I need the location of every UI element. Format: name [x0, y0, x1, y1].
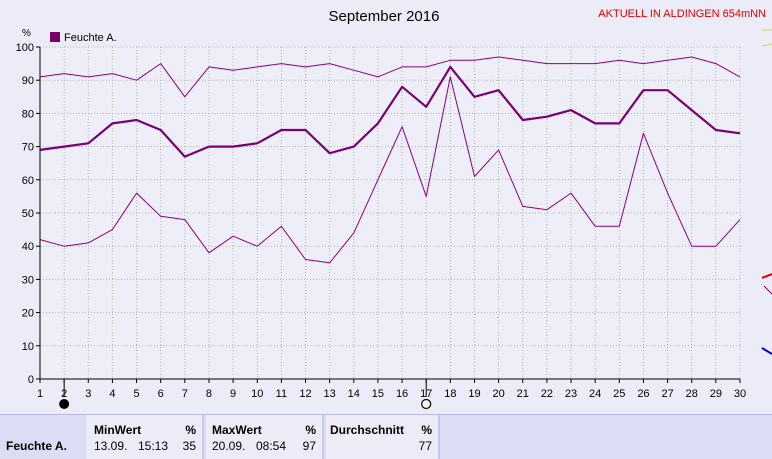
- y-tick-label: 30: [22, 274, 34, 286]
- max-date: 20.09.: [212, 439, 246, 453]
- max-unit: %: [305, 423, 316, 437]
- y-tick-label: 10: [22, 341, 34, 353]
- min-time: 15:13: [138, 439, 169, 453]
- x-tick-label: 6: [158, 388, 164, 400]
- x-tick-label: 19: [468, 388, 480, 400]
- y-tick-label: 80: [22, 108, 34, 120]
- stats-row-label: Feuchte A.: [6, 439, 67, 453]
- x-tick-label: 30: [734, 388, 746, 400]
- x-tick-label: 10: [251, 388, 263, 400]
- x-tick-label: 24: [589, 388, 601, 400]
- new-moon-icon: [59, 399, 70, 409]
- x-tick-label: 20: [492, 388, 504, 400]
- min-value-cell: MinWert % 13.09. 15:13 35: [86, 415, 204, 459]
- min-date: 13.09.: [94, 439, 128, 453]
- series-lines: [39, 56, 741, 264]
- x-tick-label: 13: [324, 388, 336, 400]
- y-tick-label: 40: [22, 241, 34, 253]
- legend-swatch: [50, 32, 60, 42]
- x-tick-label: 21: [517, 388, 529, 400]
- right-panel-fragment: [761, 43, 772, 47]
- x-tick-label: 14: [348, 388, 360, 400]
- average-value-cell: Durchschnitt % 77: [326, 415, 440, 459]
- series-line-max: [39, 56, 741, 98]
- x-tick-label: 28: [686, 388, 698, 400]
- min-value: 35: [182, 439, 196, 453]
- x-tick-label: 8: [206, 388, 212, 400]
- y-tick-label: 50: [22, 208, 34, 220]
- x-tick-label: 22: [541, 388, 553, 400]
- max-value: 97: [302, 439, 316, 453]
- x-tick-label: 16: [396, 388, 408, 400]
- average-value: 77: [418, 439, 432, 453]
- right-panel-fragment: [761, 273, 772, 279]
- x-tick-label: 12: [299, 388, 311, 400]
- series-line-min: [39, 76, 741, 264]
- grid: [40, 46, 741, 379]
- x-tick-label: 4: [109, 388, 115, 400]
- station-label: AKTUELL IN ALDINGEN 654mNN: [598, 8, 766, 20]
- x-tick-label: 27: [661, 388, 673, 400]
- right-panel-fragment: [763, 285, 772, 295]
- x-tick-label: 11: [276, 388, 287, 400]
- moon-markers: [59, 379, 432, 410]
- x-tick-labels: 1234567891011121314151617181920212223242…: [37, 379, 746, 400]
- x-tick-label: 18: [444, 388, 456, 400]
- x-tick-label: 25: [613, 388, 625, 400]
- y-tick-label: 70: [22, 142, 34, 154]
- x-tick-label: 26: [637, 388, 649, 400]
- y-axis-unit: %: [22, 28, 31, 39]
- legend-label: Feuchte A.: [64, 32, 117, 44]
- right-panel-fragment: [761, 347, 772, 355]
- average-unit: %: [421, 423, 432, 437]
- x-tick-label: 29: [710, 388, 722, 400]
- y-tick-label: 90: [22, 75, 34, 87]
- y-tick-label: 0: [28, 374, 34, 386]
- y-tick-labels: 0 10 20 30 40 50 60 70 80 90 100: [16, 42, 40, 386]
- y-tick-label: 20: [22, 308, 34, 320]
- min-unit: %: [185, 423, 196, 437]
- x-tick-label: 15: [372, 388, 384, 400]
- x-tick-label: 9: [230, 388, 236, 400]
- average-header: Durchschnitt: [330, 423, 405, 437]
- y-tick-label: 60: [22, 175, 34, 187]
- chart-title: September 2016: [329, 8, 440, 25]
- x-tick-label: 23: [565, 388, 577, 400]
- max-value-cell: MaxWert % 20.09. 08:54 97: [206, 415, 324, 459]
- max-header: MaxWert: [212, 423, 262, 437]
- x-tick-label: 3: [85, 388, 91, 400]
- series-line-mean: [39, 65, 741, 158]
- stats-footer: Feuchte A. MinWert % 13.09. 15:13 35 Max…: [0, 414, 772, 459]
- x-tick-label: 5: [133, 388, 139, 400]
- max-time: 08:54: [256, 439, 287, 453]
- y-tick-label: 100: [16, 42, 34, 54]
- x-tick-label: 1: [37, 388, 43, 400]
- min-header: MinWert: [94, 423, 142, 437]
- full-moon-icon: [421, 398, 432, 410]
- x-tick-label: 7: [182, 388, 188, 400]
